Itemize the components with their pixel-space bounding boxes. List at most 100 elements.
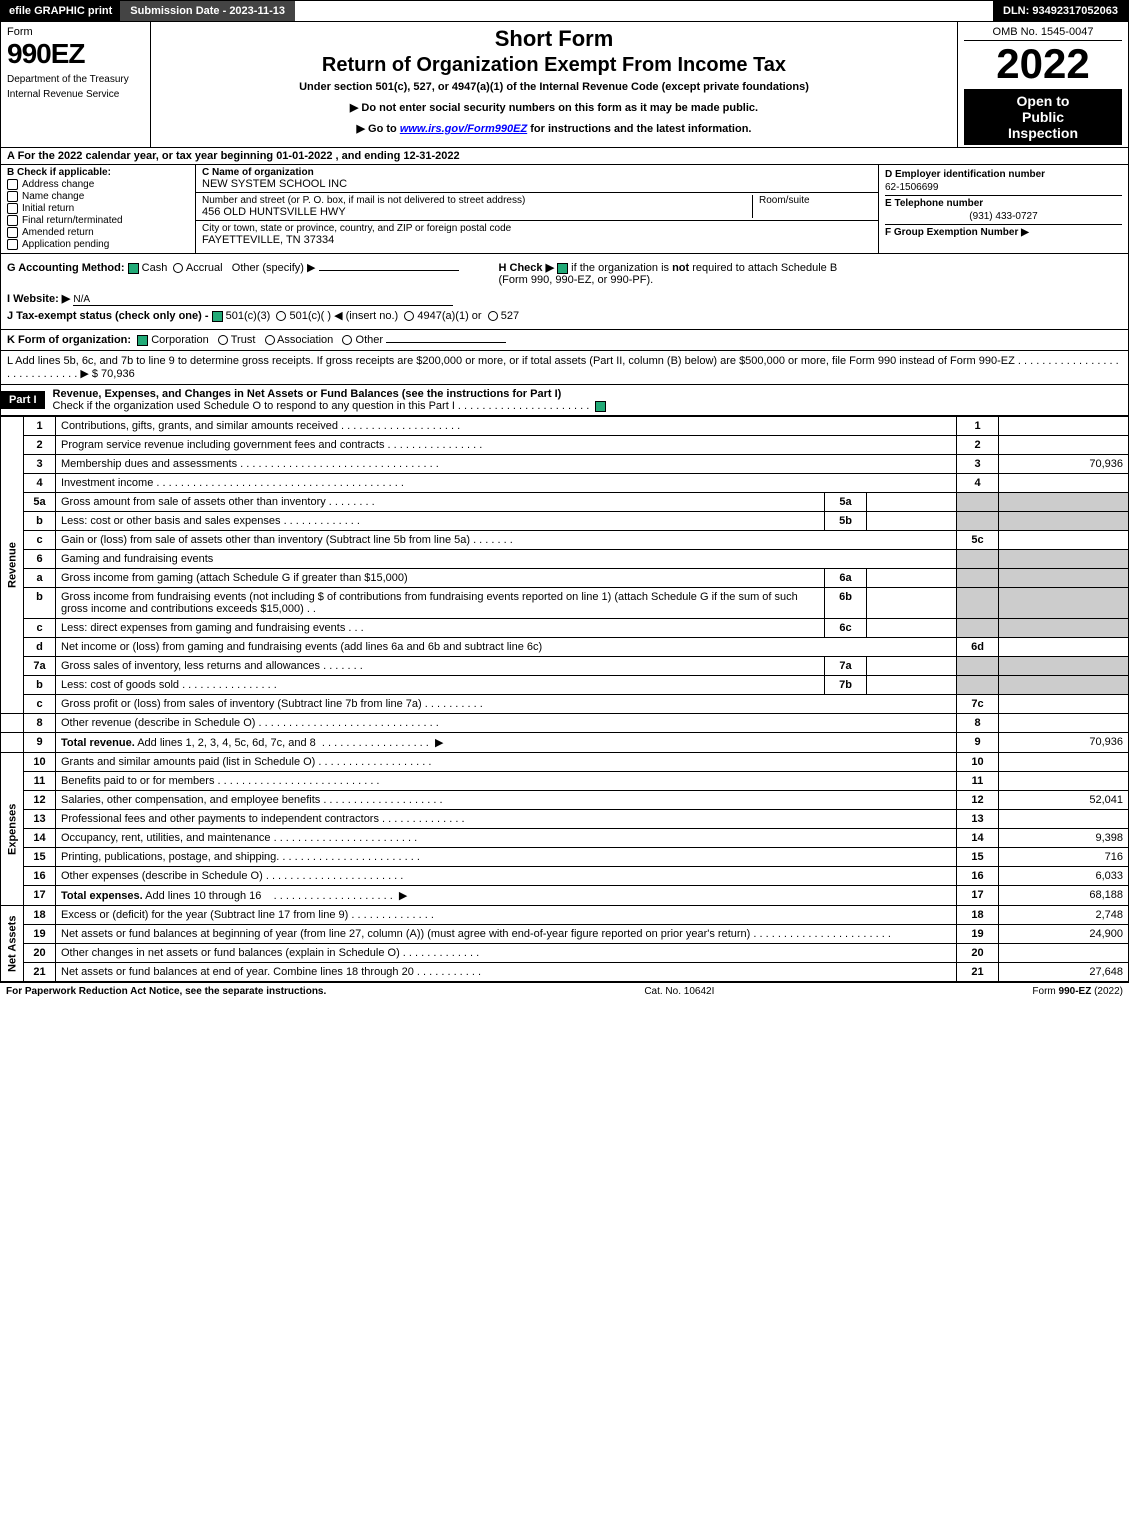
ln-ref-shade: [957, 676, 999, 695]
k-label: K Form of organization:: [7, 334, 131, 346]
ln-val: [999, 436, 1129, 455]
ln-num: 14: [24, 829, 56, 848]
checkbox-filled-icon[interactable]: [557, 263, 568, 274]
radio-icon[interactable]: [404, 311, 414, 321]
side-netassets: Net Assets: [1, 906, 24, 982]
ln-subval: [867, 512, 957, 531]
checkbox-filled-icon[interactable]: [137, 335, 148, 346]
ln-desc: Printing, publications, postage, and shi…: [56, 848, 957, 867]
radio-icon[interactable]: [488, 311, 498, 321]
ln-val: 27,648: [999, 963, 1129, 982]
c-city-label: City or town, state or province, country…: [202, 223, 511, 234]
checkbox-icon: [7, 227, 18, 238]
ln-num: c: [24, 695, 56, 714]
c-street-row: Number and street (or P. O. box, if mail…: [196, 193, 878, 221]
table-row: 4 Investment income . . . . . . . . . . …: [1, 474, 1129, 493]
table-row: b Less: cost of goods sold . . . . . . .…: [1, 676, 1129, 695]
efile-print-button[interactable]: efile GRAPHIC print: [1, 1, 120, 21]
j-501c3: 501(c)(3): [226, 310, 271, 322]
ln-num: 7a: [24, 657, 56, 676]
ln-val: [999, 474, 1129, 493]
ln-desc: Gaming and fundraising events: [56, 550, 957, 569]
row-h: H Check ▶ if the organization is not req…: [499, 261, 869, 286]
efile-label: efile GRAPHIC print: [9, 5, 112, 17]
ln-num: 16: [24, 867, 56, 886]
radio-icon[interactable]: [276, 311, 286, 321]
chk-initial-return[interactable]: Initial return: [7, 203, 189, 214]
ln-val-shade: [999, 676, 1129, 695]
title-short-form: Short Form: [161, 26, 947, 52]
ln-subval: [867, 619, 957, 638]
table-row: a Gross income from gaming (attach Sched…: [1, 569, 1129, 588]
radio-icon[interactable]: [265, 335, 275, 345]
ln-num: b: [24, 676, 56, 695]
table-row: 9 Total revenue. Add lines 1, 2, 3, 4, 5…: [1, 733, 1129, 753]
ln-subval: [867, 676, 957, 695]
c-name-row: C Name of organization NEW SYSTEM SCHOOL…: [196, 165, 878, 193]
ln-desc: Membership dues and assessments . . . . …: [56, 455, 957, 474]
row-l: L Add lines 5b, 6c, and 7b to line 9 to …: [0, 351, 1129, 385]
footer-right-post: (2022): [1091, 986, 1123, 997]
table-row: 14 Occupancy, rent, utilities, and maint…: [1, 829, 1129, 848]
ln-ref: 16: [957, 867, 999, 886]
radio-icon[interactable]: [218, 335, 228, 345]
ln-desc: Gain or (loss) from sale of assets other…: [56, 531, 957, 550]
k-other: Other: [356, 334, 384, 346]
radio-icon[interactable]: [342, 335, 352, 345]
k-trust: Trust: [231, 334, 256, 346]
ln-desc: Gross profit or (loss) from sales of inv…: [56, 695, 957, 714]
g-cash: Cash: [142, 262, 168, 274]
chk-label: Name change: [22, 191, 84, 202]
chk-name-change[interactable]: Name change: [7, 191, 189, 202]
side-revenue: Revenue: [1, 417, 24, 714]
ln-desc: Net assets or fund balances at beginning…: [56, 925, 957, 944]
chk-label: Initial return: [22, 203, 74, 214]
ln-num: 15: [24, 848, 56, 867]
chk-application-pending[interactable]: Application pending: [7, 239, 189, 250]
ln-val: [999, 772, 1129, 791]
ln-sub: 5a: [825, 493, 867, 512]
form-number: 990EZ: [7, 38, 144, 70]
chk-label: Address change: [22, 179, 94, 190]
ln-sub: 5b: [825, 512, 867, 531]
checkbox-filled-icon[interactable]: [128, 263, 139, 274]
ln-num: 6: [24, 550, 56, 569]
ln-ref-shade: [957, 550, 999, 569]
ln-val-shade: [999, 550, 1129, 569]
form-word: Form: [7, 26, 144, 38]
chk-address-change[interactable]: Address change: [7, 179, 189, 190]
ln-num: 19: [24, 925, 56, 944]
top-bar: efile GRAPHIC print Submission Date - 20…: [0, 0, 1129, 22]
ln-val-shade: [999, 569, 1129, 588]
ln-desc: Net income or (loss) from gaming and fun…: [56, 638, 957, 657]
ln-desc: Gross income from gaming (attach Schedul…: [56, 569, 825, 588]
ln-num: d: [24, 638, 56, 657]
ln-val: 9,398: [999, 829, 1129, 848]
checkbox-filled-icon[interactable]: [595, 401, 606, 412]
ln-val: 24,900: [999, 925, 1129, 944]
ln-val-shade: [999, 588, 1129, 619]
chk-amended-return[interactable]: Amended return: [7, 227, 189, 238]
chk-final-return[interactable]: Final return/terminated: [7, 215, 189, 226]
part1-header-row: Part I Revenue, Expenses, and Changes in…: [0, 385, 1129, 416]
checkbox-filled-icon[interactable]: [212, 311, 223, 322]
ln-desc: Net assets or fund balances at end of ye…: [56, 963, 957, 982]
ln-num: 20: [24, 944, 56, 963]
ln-num: 17: [24, 886, 56, 906]
table-row: c Gross profit or (loss) from sales of i…: [1, 695, 1129, 714]
col-c: C Name of organization NEW SYSTEM SCHOOL…: [196, 165, 878, 253]
room-label: Room/suite: [759, 195, 872, 206]
footer-left-text: For Paperwork Reduction Act Notice, see …: [6, 986, 326, 997]
c-street-label: Number and street (or P. O. box, if mail…: [202, 195, 752, 206]
ln-desc: Other revenue (describe in Schedule O) .…: [56, 714, 957, 733]
table-row: 8 Other revenue (describe in Schedule O)…: [1, 714, 1129, 733]
part1-label: Part I: [1, 391, 45, 409]
ln-num: 13: [24, 810, 56, 829]
c-city-row: City or town, state or province, country…: [196, 221, 878, 248]
j-501c: 501(c)( ) ◀ (insert no.): [289, 310, 398, 322]
ln-ref: 4: [957, 474, 999, 493]
table-row: 11 Benefits paid to or for members . . .…: [1, 772, 1129, 791]
part1-title-text: Revenue, Expenses, and Changes in Net As…: [53, 388, 562, 400]
radio-icon[interactable]: [173, 263, 183, 273]
irs-link[interactable]: www.irs.gov/Form990EZ: [400, 123, 527, 135]
